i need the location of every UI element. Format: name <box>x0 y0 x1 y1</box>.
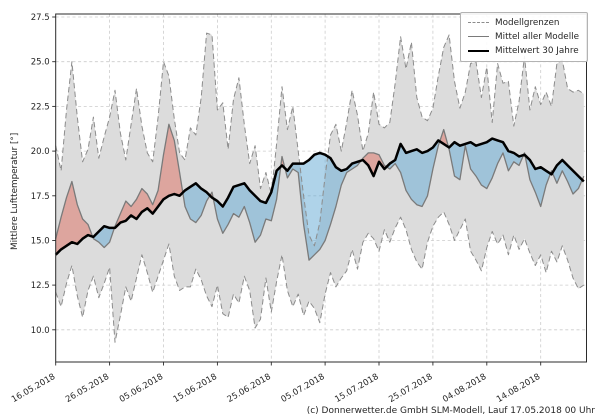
cold-anomaly-fill <box>285 152 362 261</box>
model-band <box>55 33 584 343</box>
cold-anomaly-fill <box>386 140 440 207</box>
x-tick-label: 05.07.2018 <box>279 372 326 405</box>
warm-anomaly-fill <box>361 152 387 177</box>
y-tick-label: 20.0 <box>31 147 50 157</box>
y-tick-label: 10.0 <box>31 326 50 336</box>
x-tick-label: 05.06.2018 <box>118 372 165 405</box>
cold-anomaly-fill <box>525 155 551 207</box>
cold-anomaly-fill <box>182 183 210 223</box>
cold-anomaly-fill <box>448 138 524 189</box>
y-tick-label: 27.5 <box>31 13 50 23</box>
x-tick-label: 25.07.2018 <box>387 372 434 405</box>
x-tick-label: 26.05.2018 <box>64 372 111 405</box>
model-upper-bound-line <box>55 32 585 247</box>
y-tick-label: 15.0 <box>31 237 50 247</box>
legend-item-modellgrenzen: Modellgrenzen <box>468 17 579 28</box>
model-mean-line <box>55 123 585 261</box>
y-tick-label: 22.5 <box>31 102 50 112</box>
x-tick-label: 16.05.2018 <box>10 372 57 405</box>
plot-border <box>55 13 587 363</box>
legend-item-mittel-aller-modelle: Mittel aller Modelle <box>468 31 579 42</box>
x-tick-label: 04.08.2018 <box>441 372 488 405</box>
legend: Modellgrenzen Mittel aller Modelle Mitte… <box>460 12 588 62</box>
y-tick-label: 17.5 <box>31 192 50 202</box>
copyright-note: (c) Donnerwetter.de GmbH SLM-Modell, Lau… <box>306 406 595 416</box>
y-tick-label: 12.5 <box>31 281 50 291</box>
cold-anomaly-fill <box>552 160 583 194</box>
x-tick-label: 25.06.2018 <box>226 372 273 405</box>
y-tick-label: 25.0 <box>31 58 50 68</box>
y-axis-label: Mittlere Lufttemperatur [°] <box>10 132 20 250</box>
legend-label: Mittel aller Modelle <box>495 31 579 42</box>
thick-line-icon <box>468 49 490 52</box>
legend-label: Mittelwert 30 Jahre <box>495 45 579 56</box>
legend-label: Modellgrenzen <box>495 17 560 28</box>
solid-line-icon <box>468 36 490 37</box>
climatology-line <box>54 137 585 256</box>
legend-item-mittelwert-30-jahre: Mittelwert 30 Jahre <box>468 45 579 56</box>
model-lower-bound-line <box>55 211 585 343</box>
x-tick-label: 15.07.2018 <box>333 372 380 405</box>
warm-anomaly-fill <box>55 181 93 255</box>
dashed-line-icon <box>468 22 490 23</box>
x-tick-label: 15.06.2018 <box>172 372 219 405</box>
warm-anomaly-fill <box>114 124 183 228</box>
x-tick-label: 14.08.2018 <box>495 372 542 405</box>
